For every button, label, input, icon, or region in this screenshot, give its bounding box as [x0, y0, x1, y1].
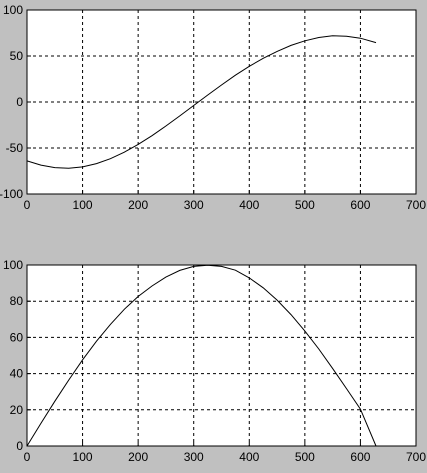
x-tick-label: 600 [350, 450, 370, 464]
x-tick-label: 300 [184, 450, 204, 464]
x-tick-label: 100 [73, 198, 93, 212]
x-tick-label: 0 [24, 450, 31, 464]
y-tick-label: 0 [16, 95, 23, 109]
x-tick-label: 200 [128, 450, 148, 464]
y-tick-label: 100 [3, 3, 23, 17]
x-tick-label: 200 [128, 198, 148, 212]
series-line [26, 35, 377, 169]
y-tick-label: -50 [6, 141, 24, 155]
x-tick-label: 700 [406, 198, 426, 212]
plot-area [26, 264, 417, 447]
y-tick-label: 80 [10, 294, 24, 308]
y-tick-label: 20 [10, 403, 24, 417]
x-tick-label: 400 [239, 198, 259, 212]
x-tick-label: 500 [295, 198, 315, 212]
top-plot: 0 100 200 300 400 500 600 700 -100 -50 0 50 100 [0, 3, 426, 212]
y-tick-label: 0 [16, 439, 23, 453]
y-tick-label: 40 [10, 367, 24, 381]
x-tick-label: 500 [295, 450, 315, 464]
x-tick-label: 100 [73, 450, 93, 464]
bottom-plot: 0 100 200 300 400 500 600 700 0 20 40 60 80 100 [3, 258, 426, 464]
y-tick-label: 100 [3, 258, 23, 272]
y-tick-label: 50 [10, 49, 24, 63]
x-tick-label: 0 [24, 198, 31, 212]
x-tick-label: 600 [350, 198, 370, 212]
x-tick-label: 400 [239, 450, 259, 464]
series-line [26, 264, 377, 447]
y-tick-label: 60 [10, 330, 24, 344]
x-tick-label: 300 [184, 198, 204, 212]
y-tick-label: -100 [0, 187, 23, 201]
x-tick-label: 700 [406, 450, 426, 464]
